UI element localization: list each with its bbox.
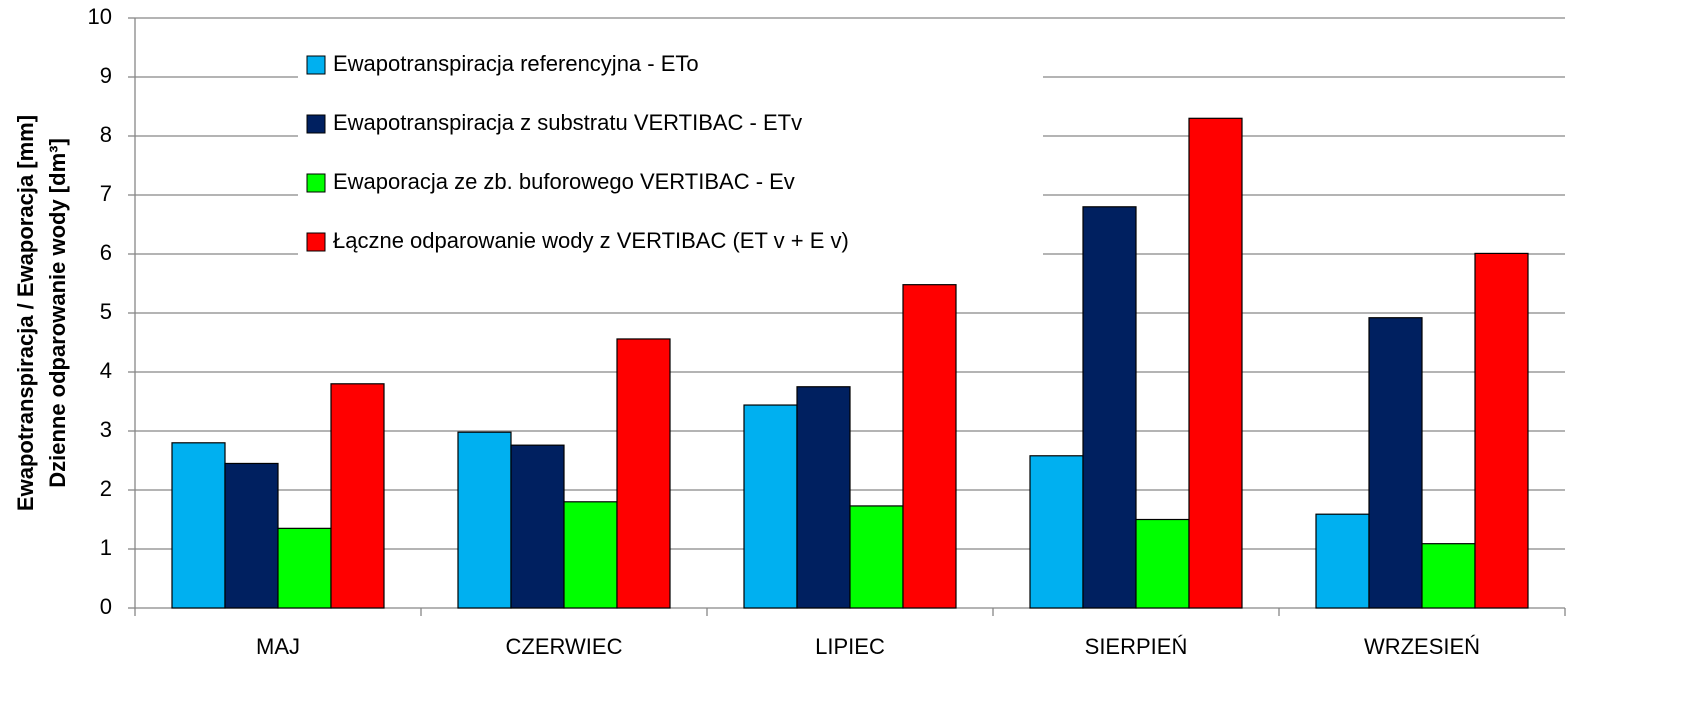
y-axis-label-line: Ewapotranspiracja / Ewaporacja [mm] [13,115,38,511]
y-tick-label: 3 [100,417,112,442]
y-axis-label: Ewapotranspiracja / Ewaporacja [mm] Dzien… [13,115,70,511]
bar [743,404,798,609]
legend-label: Ewaporacja ze zb. buforowego VERTIBAC - … [333,169,795,194]
bar [563,501,618,609]
legend-label: Ewapotranspiracja z substratu VERTIBAC -… [333,110,802,135]
y-tick-label: 7 [100,181,112,206]
y-tick-label: 1 [100,535,112,560]
legend-label: Ewapotranspiracja referencyjna - ETo [333,51,699,76]
bar [1082,206,1137,609]
bar [796,386,851,609]
legend-swatch [306,55,326,75]
bar [1421,543,1476,609]
bar [171,442,226,609]
bar [849,505,904,609]
x-tick-label: SIERPIEŃ [1085,634,1188,659]
y-tick-label: 5 [100,299,112,324]
bar [330,383,385,609]
legend-label: Łączne odparowanie wody z VERTIBAC (ET v… [333,228,849,253]
x-tick-label: MAJ [256,634,300,659]
y-tick-label: 6 [100,240,112,265]
bar [224,462,279,609]
bar [1315,513,1370,609]
legend-swatch [306,173,326,193]
y-tick-label: 9 [100,63,112,88]
legend-swatch [306,114,326,134]
bar [616,338,671,609]
y-tick-label: 0 [100,594,112,619]
bar [1474,252,1529,609]
y-tick-label: 4 [100,358,112,383]
y-axis-label-line: Dzienne odparowanie wody [dm³] [45,138,70,488]
bar [277,527,332,609]
bar [1029,455,1084,609]
bar [457,431,512,609]
legend-box [298,42,1043,270]
legend: Ewapotranspiracja referencyjna - ETo Ewap… [298,42,1043,270]
x-tick-label: CZERWIEC [506,634,623,659]
y-tick-label: 10 [88,4,112,29]
bar [902,284,957,609]
bar [510,444,565,609]
x-tick-label: LIPIEC [815,634,885,659]
x-tick-label: WRZESIEŃ [1364,634,1480,659]
y-tick-label: 8 [100,122,112,147]
y-tick-label: 2 [100,476,112,501]
legend-swatch [306,232,326,252]
bar [1188,117,1243,609]
bar [1368,317,1423,609]
bar [1135,518,1190,609]
